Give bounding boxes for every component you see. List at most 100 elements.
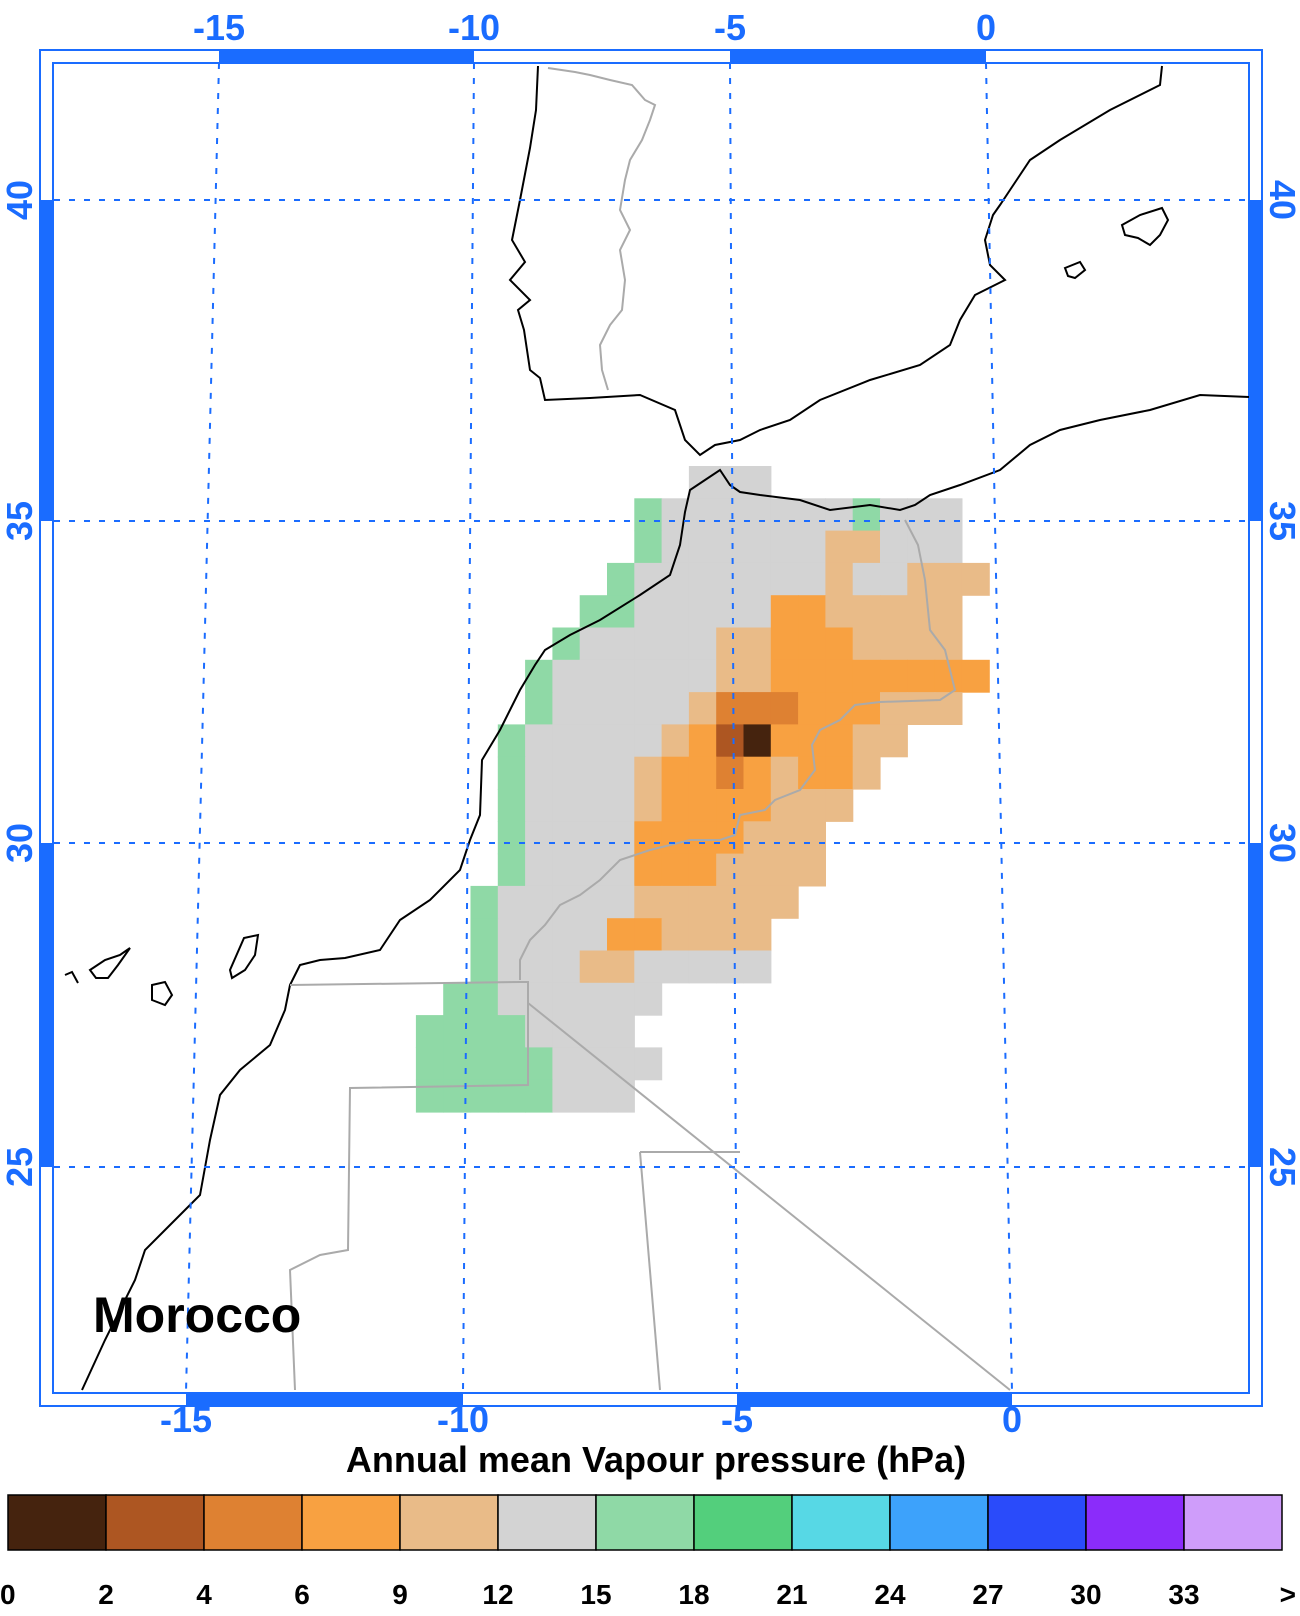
heatmap-cell xyxy=(607,885,635,919)
canary-palma xyxy=(64,970,79,984)
heatmap-cell xyxy=(716,724,745,758)
heatmap-cell xyxy=(552,853,581,887)
right-tick-label: 35 xyxy=(1262,501,1300,541)
heatmap-cell xyxy=(688,659,717,693)
colorbar-swatch xyxy=(301,1494,401,1551)
heatmap-cell xyxy=(770,692,799,725)
colorbar-tick-label: > xyxy=(1280,1579,1296,1610)
heatmap-cell xyxy=(688,562,717,596)
heatmap-cell xyxy=(961,562,990,596)
heatmap-cell xyxy=(716,821,745,855)
morocco-algeria-border xyxy=(519,519,957,980)
heatmap-cell xyxy=(634,1047,663,1081)
heatmap-cell xyxy=(525,724,553,758)
canary-tenerife xyxy=(88,947,131,979)
heatmap-cell xyxy=(743,595,772,629)
heatmap-cell xyxy=(607,1015,635,1048)
region-label: Morocco xyxy=(93,1287,301,1343)
heatmap-cell xyxy=(525,885,553,919)
heatmap-cell xyxy=(607,659,635,693)
bottom-tick-labels: -15 -10 -5 0 xyxy=(160,1399,1022,1440)
heatmap-cell xyxy=(770,853,799,887)
heatmap-cell xyxy=(470,918,499,952)
mali-mauritania-border xyxy=(639,1151,740,1391)
heatmap-cell xyxy=(470,982,499,1016)
left-tick-label: 30 xyxy=(0,823,40,863)
heatmap-cell xyxy=(825,789,854,822)
heatmap-cell xyxy=(497,789,526,822)
africa-coast xyxy=(81,393,1250,1391)
heatmap-cell xyxy=(743,659,772,693)
heatmap-cell xyxy=(825,659,854,693)
heatmap-cell xyxy=(880,724,908,758)
heatmap-cell xyxy=(688,853,717,887)
heatmap-cell xyxy=(852,530,881,564)
heatmap-cell xyxy=(852,756,881,790)
heatmap-cell xyxy=(688,885,717,919)
balearic-mallorca xyxy=(1120,206,1170,247)
colorbar-tick-label: 9 xyxy=(392,1579,408,1610)
heatmap-cell xyxy=(661,853,690,887)
colorbar-swatch xyxy=(889,1494,989,1551)
heatmap-cell xyxy=(552,692,581,725)
heatmap-cell xyxy=(634,724,663,758)
heatmap-cell xyxy=(880,562,908,596)
heatmap-cell xyxy=(525,692,553,725)
top-tick-label: -5 xyxy=(714,7,746,48)
bottom-tick-label: -10 xyxy=(437,1399,489,1440)
colorbar-tick-label: 0 xyxy=(0,1579,16,1610)
heatmap-cell xyxy=(525,918,553,952)
colorbar-tick-label: 30 xyxy=(1070,1579,1101,1610)
heatmap-cell xyxy=(634,595,663,629)
heatmap-cell xyxy=(798,789,826,822)
top-tick-label: -15 xyxy=(193,7,245,48)
heatmap-cell xyxy=(770,627,799,661)
heatmap-cell xyxy=(579,950,608,984)
heatmap-cell xyxy=(743,821,772,855)
heatmap-cell xyxy=(497,918,526,952)
heatmap-cell xyxy=(607,692,635,725)
heatmap-cell xyxy=(934,595,963,629)
heatmap-cell xyxy=(880,498,908,532)
heatmap-cell xyxy=(880,659,908,693)
heatmap-cell xyxy=(716,659,745,693)
coastlines xyxy=(64,65,1250,1391)
heatmap-cell xyxy=(470,950,499,984)
heatmap-cell xyxy=(852,595,881,629)
heatmap-cell xyxy=(770,659,799,693)
heatmap-cell xyxy=(525,1079,553,1113)
heatmap-cell xyxy=(607,756,635,790)
heatmap-cell xyxy=(579,885,608,919)
outer-frame xyxy=(39,49,1263,1407)
heatmap-cell xyxy=(552,982,581,1016)
axis-bar-top-1 xyxy=(219,50,474,63)
gridline-lon-m5 xyxy=(729,62,738,1393)
heatmap-cell xyxy=(470,1015,499,1048)
heatmap-cell xyxy=(525,659,553,693)
heatmap-cell xyxy=(743,692,772,725)
colorbar-tick-label: 21 xyxy=(776,1579,807,1610)
axis-bar-top-2 xyxy=(730,50,986,63)
heatmap-cell xyxy=(579,1015,608,1048)
heatmap-cell xyxy=(825,595,854,629)
heatmap-cell xyxy=(661,595,690,629)
heatmap-cell xyxy=(661,562,690,596)
heatmap-cell xyxy=(798,659,826,693)
colorbar-swatch xyxy=(105,1494,205,1551)
heatmap-cell xyxy=(634,821,663,855)
heatmap-cell xyxy=(743,789,772,822)
heatmap-cell xyxy=(634,853,663,887)
heatmap-cell xyxy=(688,627,717,661)
heatmap-cell xyxy=(716,530,745,564)
heatmap-cell xyxy=(716,692,745,725)
heatmap-cell xyxy=(525,950,553,984)
axis-bar-left-1 xyxy=(40,200,53,521)
heatmap-cell xyxy=(661,950,690,984)
colorbar-tick-label: 2 xyxy=(98,1579,114,1610)
heatmap-cell xyxy=(579,853,608,887)
heatmap-cell xyxy=(552,1047,581,1081)
heatmap-cell xyxy=(716,853,745,887)
colorbar-tick-label: 4 xyxy=(196,1579,212,1610)
heatmap-cell xyxy=(798,692,826,725)
country-borders xyxy=(288,67,1011,1391)
